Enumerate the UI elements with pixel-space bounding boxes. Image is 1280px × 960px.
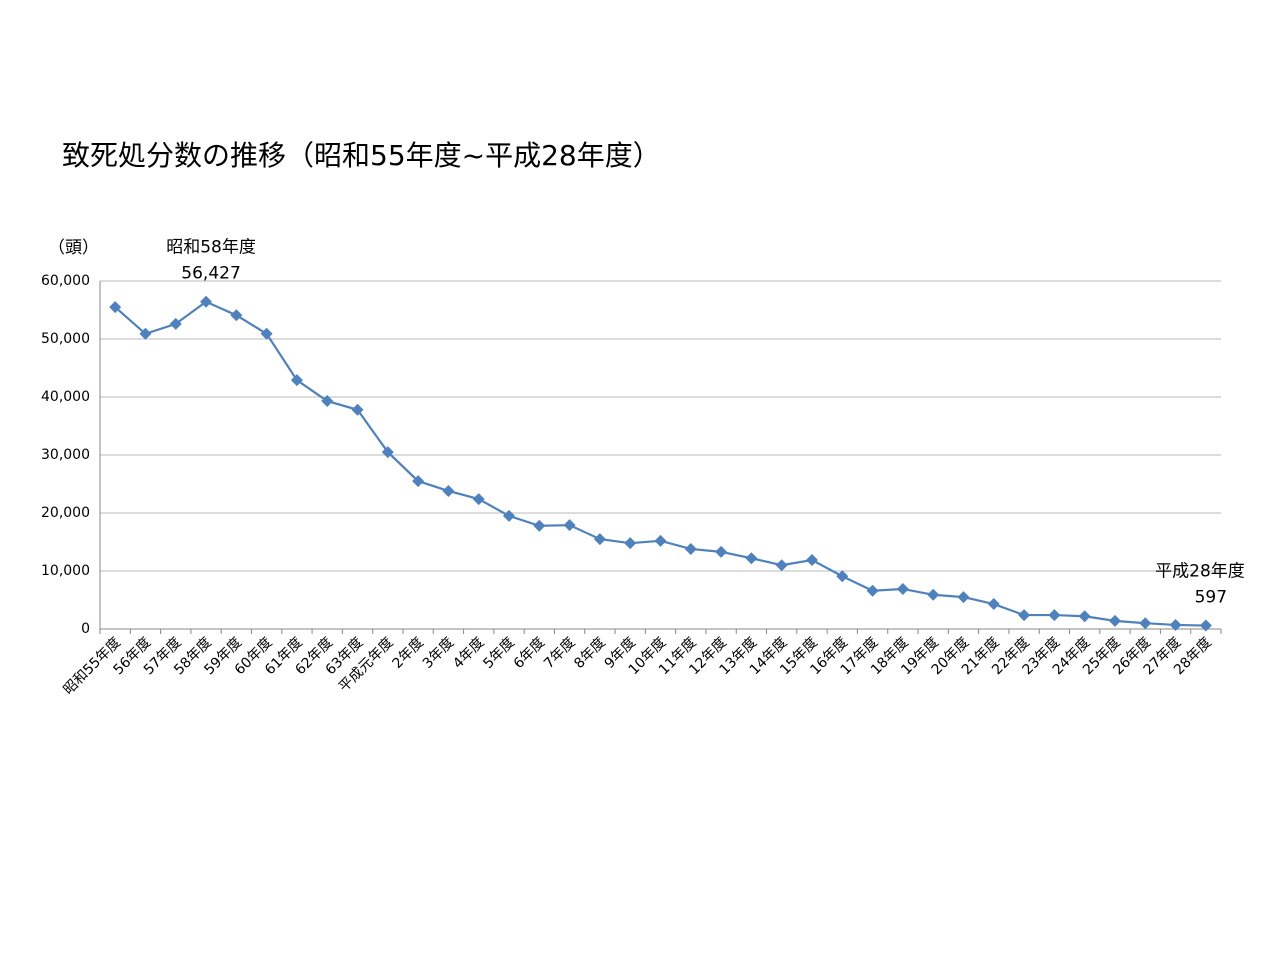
marker bbox=[805, 553, 818, 566]
marker bbox=[1169, 618, 1182, 631]
value-label: 56,427 bbox=[181, 264, 240, 284]
marker bbox=[715, 545, 728, 558]
marker bbox=[836, 570, 849, 583]
marker bbox=[260, 327, 273, 340]
marker bbox=[1139, 617, 1152, 630]
marker bbox=[139, 327, 152, 340]
marker bbox=[745, 552, 758, 565]
marker bbox=[563, 519, 576, 532]
marker bbox=[412, 475, 425, 488]
x-tick-label: 8年度 bbox=[571, 635, 608, 672]
marker bbox=[1018, 609, 1031, 622]
y-tick-label: 10,000 bbox=[41, 563, 90, 579]
x-tick-label: 3年度 bbox=[420, 635, 457, 672]
chart-title: 致死処分数の推移（昭和55年度~平成28年度） bbox=[62, 139, 661, 172]
marker bbox=[442, 484, 455, 497]
x-tick-label: 6年度 bbox=[511, 635, 548, 672]
marker bbox=[230, 309, 243, 322]
marker bbox=[381, 446, 394, 459]
marker bbox=[987, 598, 1000, 611]
marker bbox=[503, 509, 516, 522]
marker bbox=[1048, 609, 1061, 622]
annotation: 昭和58年度 bbox=[166, 238, 256, 258]
marker bbox=[866, 584, 879, 597]
marker bbox=[1108, 614, 1121, 627]
marker bbox=[624, 537, 637, 550]
y-axis-label: （頭） bbox=[48, 238, 99, 258]
marker bbox=[472, 493, 485, 506]
marker bbox=[290, 374, 303, 387]
y-tick-label: 30,000 bbox=[41, 447, 90, 463]
y-tick-label: 50,000 bbox=[41, 331, 90, 347]
marker bbox=[169, 317, 182, 330]
marker bbox=[200, 295, 213, 308]
marker bbox=[927, 588, 940, 601]
y-tick-label: 40,000 bbox=[41, 389, 90, 405]
y-tick-label: 0 bbox=[81, 621, 90, 637]
x-tick-label: 4年度 bbox=[450, 635, 487, 672]
marker bbox=[896, 582, 909, 595]
marker bbox=[1199, 619, 1212, 632]
marker bbox=[533, 519, 546, 532]
annotation: 平成28年度 bbox=[1155, 562, 1245, 582]
marker bbox=[593, 533, 606, 546]
x-tick-label: 2年度 bbox=[390, 635, 427, 672]
marker bbox=[957, 591, 970, 604]
marker bbox=[1078, 610, 1091, 623]
x-tick-label: 5年度 bbox=[480, 635, 517, 672]
x-tick-label: 7年度 bbox=[541, 635, 578, 672]
marker bbox=[654, 534, 667, 547]
marker bbox=[321, 395, 334, 408]
y-tick-label: 60,000 bbox=[41, 273, 90, 289]
marker bbox=[775, 559, 788, 572]
marker bbox=[109, 301, 122, 314]
marker bbox=[684, 542, 697, 555]
line bbox=[114, 300, 1206, 627]
y-tick-label: 20,000 bbox=[41, 505, 90, 521]
value-label: 597 bbox=[1195, 588, 1227, 608]
marker bbox=[351, 403, 364, 416]
